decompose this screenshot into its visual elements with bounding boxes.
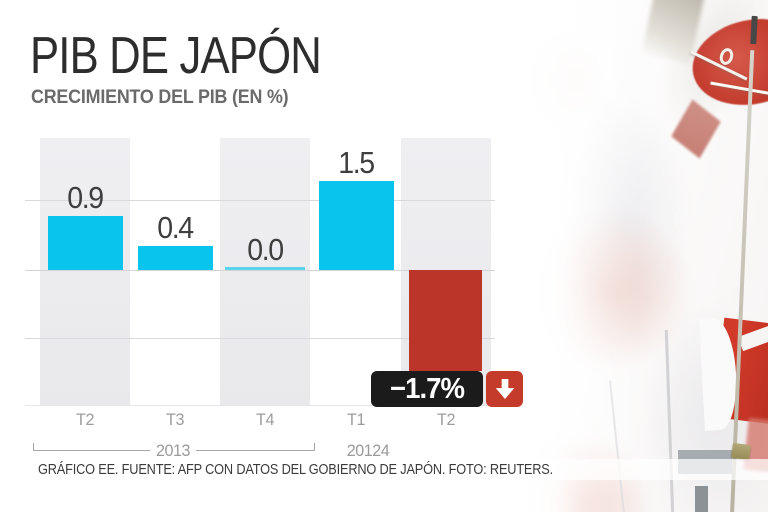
japan-flags-photo: [520, 0, 768, 512]
year-label-2013: 2013: [155, 441, 191, 460]
baseline-zero: [25, 270, 495, 271]
x-axis-label-T1: T1: [347, 410, 365, 429]
bar-T2: [47, 216, 123, 270]
bar-T1: [318, 180, 394, 270]
photo-left-fade: [520, 0, 640, 512]
down-arrow-icon: [486, 371, 523, 407]
x-axis-label-T2: T2: [76, 410, 94, 429]
x-axis-label-T4: T4: [256, 410, 274, 429]
bar-value-label: 0.0: [247, 232, 284, 267]
gdp-bar-chart: 2013 20124 −1.7% 0.9 0.4 0.0 1.5 T2 T3 T4 T1 T2: [25, 138, 523, 460]
gridline: [25, 200, 495, 201]
year-label-2014: 20124: [346, 441, 390, 460]
bar-T3: [137, 246, 213, 270]
chart-subtitle: CRECIMIENTO DEL PIB (EN %): [31, 87, 289, 108]
gridline: [25, 338, 495, 339]
column-band: [40, 138, 130, 405]
flag-pole-joint: [731, 442, 751, 461]
down-arrow-glyph: [495, 379, 514, 399]
bar-value-label: 0.9: [67, 180, 104, 216]
bar-T2-negative: [408, 270, 482, 372]
negative-value-label: −1.7%: [389, 372, 465, 405]
negative-value-badge: −1.7%: [371, 371, 483, 407]
bar-value-label: 0.4: [157, 210, 194, 246]
year-bracket-right: [196, 443, 315, 451]
footer-credit: GRÁFICO EE. FUENTE: AFP CON DATOS DEL GO…: [38, 461, 554, 478]
x-axis-label-T2: T2: [437, 410, 455, 429]
background-structure: [695, 486, 708, 512]
bar-value-label: 1.5: [338, 144, 375, 180]
x-axis-label-T3: T3: [166, 410, 184, 429]
year-bracket-left: [33, 443, 150, 451]
column-band: [220, 138, 310, 405]
chart-bottom-line: [25, 405, 495, 406]
bar-T4: [225, 267, 305, 270]
footer-band: [0, 459, 768, 480]
page-title: PIB DE JAPÓN: [30, 27, 322, 85]
